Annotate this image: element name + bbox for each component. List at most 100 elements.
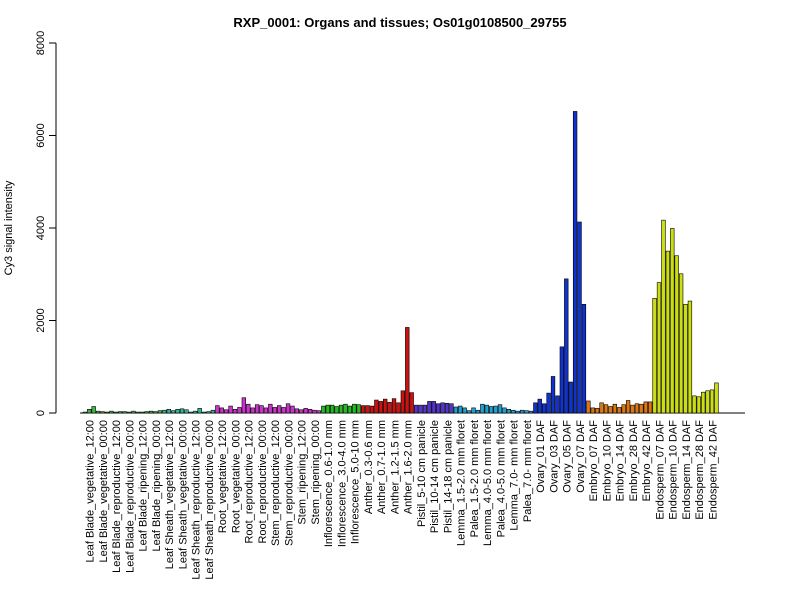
bars <box>82 111 719 414</box>
bar <box>692 395 697 414</box>
bar <box>515 410 520 414</box>
x-tick-label: Root_vegetative_00:00 <box>230 420 242 533</box>
bar <box>259 405 264 414</box>
x-tick-label: Endosperm_07 DAF <box>654 420 666 520</box>
x-tick-label: Anther_0.3-0.6 mm <box>363 420 375 514</box>
x-tick-label: Pistil_14-18 cm panicle <box>442 420 454 533</box>
x-tick-label: Lemma_1.5-2.0 mm floret <box>456 420 468 546</box>
bar <box>603 404 609 414</box>
bar <box>418 404 423 414</box>
bar <box>683 304 688 414</box>
bar <box>321 405 326 414</box>
x-tick-label: Stem_reproductive_12:00 <box>270 420 282 546</box>
bar <box>533 402 538 414</box>
bar <box>546 392 551 414</box>
bar <box>347 405 353 414</box>
x-tick-label: Leaf Blade_reproductive_12:00 <box>111 420 123 573</box>
bar <box>343 403 348 414</box>
bar <box>215 405 220 414</box>
bar <box>290 405 295 414</box>
x-tick-label: Leaf Blade_vegetative_12:00 <box>85 420 97 563</box>
bar <box>281 407 286 414</box>
x-tick-label: Ovary_01 DAF <box>535 420 547 493</box>
x-tick-label: Leaf Sheath_vegetative_12:00 <box>164 420 176 569</box>
x-tick-label: Endosperm_28 DAF <box>694 420 706 520</box>
bar <box>661 219 666 414</box>
bar <box>550 376 556 414</box>
bar <box>559 346 565 414</box>
bar <box>148 410 154 414</box>
bar <box>714 382 719 414</box>
bar <box>528 410 534 414</box>
bar <box>453 406 459 414</box>
bar <box>224 409 229 414</box>
bar <box>630 404 635 414</box>
bar <box>652 297 657 414</box>
y-tick-label: 4000 <box>35 216 47 240</box>
bar <box>471 407 476 414</box>
bar <box>427 401 432 414</box>
bar <box>599 402 604 414</box>
bar <box>285 403 291 414</box>
x-tick-label: Leaf Blade_ripening_12:00 <box>138 420 150 552</box>
x-tick-label: Ovary_03 DAF <box>548 420 560 493</box>
bar <box>303 408 308 414</box>
y-axis: 0 2000 4000 6000 8000 <box>35 31 57 416</box>
bar <box>299 409 304 414</box>
bar <box>294 408 300 414</box>
bar <box>250 407 255 414</box>
bar <box>581 304 587 414</box>
bar <box>153 411 158 414</box>
bar <box>612 403 618 414</box>
x-tick-label: Leaf Sheath_reproductive_00:00 <box>204 420 216 580</box>
y-axis-label: Cy3 signal intensity <box>3 180 15 275</box>
bar <box>696 396 701 414</box>
bar <box>572 111 578 414</box>
bar <box>436 403 441 414</box>
x-tick-label: Embryo_28 DAF <box>628 420 640 502</box>
bar <box>440 402 445 414</box>
x-tick-label: Endosperm_14 DAF <box>681 420 693 520</box>
bar <box>656 282 662 414</box>
bar <box>590 407 595 414</box>
bar <box>484 404 489 414</box>
bar <box>378 401 383 414</box>
bar <box>709 389 715 414</box>
bar <box>263 407 269 414</box>
bar <box>100 411 105 414</box>
bar <box>577 221 582 414</box>
bar <box>171 410 176 414</box>
bar <box>162 409 167 414</box>
x-tick-label: Palea_4.0-5.0 mm floret <box>495 420 507 537</box>
bar <box>625 400 631 414</box>
bar <box>334 406 339 414</box>
x-tick-label: Palea_1.5-2.0 mm floret <box>469 420 481 537</box>
x-tick-label: Leaf Blade_vegetative_00:00 <box>98 420 110 563</box>
bar <box>122 411 127 414</box>
x-tick-label: Embryo_42 DAF <box>641 420 653 502</box>
bar <box>568 381 573 414</box>
bar <box>506 408 512 414</box>
x-tick-label: Palea_7.0- mm floret <box>522 420 534 522</box>
bar <box>330 404 335 414</box>
bar <box>595 408 600 414</box>
x-tick-label: Root_reproductive_00:00 <box>257 420 269 544</box>
x-tick-label: Inflorescence_3.0-4.0 mm <box>336 420 348 547</box>
y-tick-label: 2000 <box>35 308 47 332</box>
bar <box>118 411 123 414</box>
bar <box>246 403 251 414</box>
x-tick-label: Leaf Blade_ripening_00:00 <box>151 420 163 552</box>
bar <box>352 403 357 414</box>
bar <box>144 411 149 414</box>
bar <box>405 327 410 414</box>
bar <box>307 408 313 414</box>
bar <box>383 398 388 414</box>
bar <box>400 390 406 414</box>
bar <box>193 410 198 414</box>
x-tick-label: Stem_ripening_12:00 <box>297 420 309 525</box>
bar <box>95 410 101 414</box>
bar <box>621 404 626 414</box>
x-tick-label: Leaf Blade_reproductive_00:00 <box>124 420 136 573</box>
x-tick-label: Root_vegetative_12:00 <box>217 420 229 533</box>
